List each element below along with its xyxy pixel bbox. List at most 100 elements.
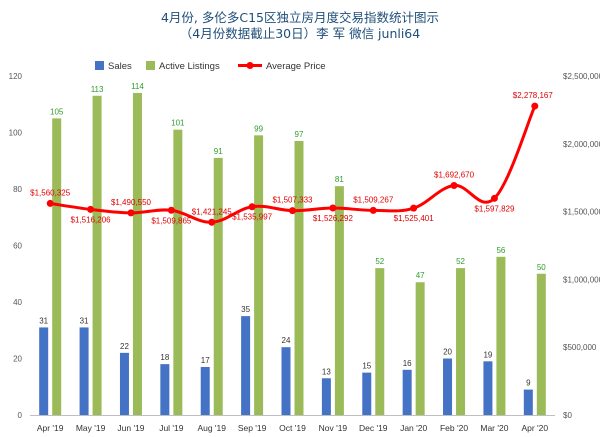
bar-active-listings (415, 282, 425, 415)
data-label-average-price: $1,509,865 (151, 216, 192, 225)
x-axis-tick-label: Mar '20 (480, 423, 508, 433)
bar-sales (402, 369, 412, 415)
data-label-active-listings: 114 (131, 82, 144, 91)
data-label-sales: 19 (483, 350, 492, 359)
x-axis-tick-label: May '19 (76, 423, 106, 433)
bar-sales (79, 327, 89, 415)
bar-sales (119, 352, 129, 415)
bar-active-listings (173, 129, 183, 416)
data-label-average-price: $1,525,401 (394, 214, 435, 223)
bar-active-listings (92, 95, 102, 416)
data-label-sales: 15 (362, 362, 371, 371)
bar-active-listings (334, 186, 344, 415)
average-price-marker (248, 203, 256, 211)
data-label-sales: 18 (160, 353, 169, 362)
data-label-active-listings: 97 (295, 130, 304, 139)
bar-active-listings (496, 256, 506, 415)
data-label-sales: 9 (526, 379, 531, 388)
average-price-marker (87, 205, 95, 213)
x-axis-tick-label: Dec '19 (359, 423, 388, 433)
data-label-active-listings: 50 (537, 263, 546, 272)
data-label-active-listings: 52 (375, 257, 384, 266)
data-label-active-listings: 52 (456, 257, 465, 266)
left-axis: 0 20 40 60 80 100 120 (9, 72, 23, 420)
average-price-marker (531, 102, 539, 110)
data-label-average-price: $1,507,333 (272, 196, 313, 205)
data-label-active-listings: 91 (214, 147, 223, 156)
bar-active-listings (213, 157, 223, 416)
data-label-average-price: $1,692,670 (434, 170, 475, 179)
legend: Sales Active Listings Average Price (95, 61, 326, 72)
bar-active-listings (294, 140, 304, 415)
bar-sales (483, 361, 493, 415)
average-price-marker (167, 206, 175, 214)
x-axis-tick-label: Apr '20 (521, 423, 548, 433)
data-label-sales: 31 (80, 316, 89, 325)
bar-sales (443, 358, 453, 415)
bar-sales (200, 366, 210, 415)
data-label-average-price: $1,421,245 (192, 207, 233, 216)
right-axis-tick-label: $500,000 (563, 343, 597, 352)
right-axis-tick-label: $0 (563, 411, 572, 420)
average-price-marker (450, 181, 458, 189)
data-label-average-price: $1,516,206 (71, 215, 112, 224)
x-axis-tick-label: Oct '19 (279, 423, 306, 433)
data-label-active-listings: 99 (254, 124, 263, 133)
data-label-average-price: $1,560,325 (30, 188, 71, 197)
data-label-active-listings: 47 (416, 271, 425, 280)
data-label-sales: 13 (322, 367, 331, 376)
data-label-sales: 24 (282, 336, 291, 345)
bar-sales (523, 389, 533, 415)
data-label-active-listings: 56 (496, 246, 505, 255)
right-axis: $0 $500,000 $1,000,000 $1,500,000 $2,000,000… (563, 72, 600, 420)
x-axis-tick-label: Aug '19 (197, 423, 226, 433)
right-axis-tick-label: $2,500,000 (563, 72, 600, 81)
data-label-active-listings: 113 (91, 85, 104, 94)
x-axis-tick-label: Jan '20 (400, 423, 427, 433)
bar-active-listings (254, 135, 264, 415)
average-price-marker (410, 204, 418, 212)
bar-active-listings (456, 268, 466, 415)
left-axis-tick-label: 20 (13, 355, 22, 364)
data-label-active-listings: 105 (50, 107, 64, 116)
bar-sales (281, 347, 291, 415)
legend-swatch-sales (95, 61, 104, 70)
x-axis-tick-label: Apr '19 (37, 423, 64, 433)
bar-sales (160, 364, 170, 415)
average-price-marker (490, 194, 498, 202)
bar-active-listings (132, 92, 142, 415)
chart-title-line2: （4月份数据截止30日）李 军 微信 junli64 (180, 26, 420, 41)
left-axis-tick-label: 60 (13, 242, 22, 251)
legend-swatch-active-listings (146, 61, 155, 70)
x-axis-tick-label: Jul '19 (159, 423, 184, 433)
data-label-sales: 17 (201, 356, 210, 365)
x-axis-tick-label: Feb '20 (440, 423, 468, 433)
data-label-average-price: $1,535,997 (232, 213, 273, 222)
data-label-active-listings: 81 (335, 175, 344, 184)
bar-active-listings (375, 268, 385, 415)
data-label-sales: 35 (241, 305, 250, 314)
bar-sales (39, 327, 49, 415)
x-axis-tick-label: Nov '19 (319, 423, 348, 433)
x-axis-tick-label: Jun '19 (117, 423, 144, 433)
bar-active-listings (52, 118, 62, 415)
data-label-sales: 22 (120, 342, 129, 351)
right-axis-tick-label: $2,000,000 (563, 140, 600, 149)
data-label-average-price: $1,490,550 (111, 198, 152, 207)
chart-title-line1: 4月份, 多伦多C15区独立房月度交易指数统计图示 (161, 10, 439, 25)
average-price-series (46, 102, 539, 226)
legend-label-sales: Sales (108, 61, 132, 72)
average-price-marker (127, 209, 135, 217)
data-label-active-listings: 101 (171, 119, 185, 128)
left-axis-tick-label: 120 (9, 72, 23, 81)
data-label-sales: 16 (403, 359, 412, 368)
bar-sales (362, 372, 372, 415)
data-label-average-price: $1,509,267 (353, 195, 394, 204)
legend-label-average-price: Average Price (266, 61, 326, 72)
x-axis-tick-label: Sep '19 (238, 423, 267, 433)
data-label-average-price: $1,597,829 (474, 204, 515, 213)
legend-label-active-listings: Active Listings (159, 61, 220, 72)
left-axis-tick-label: 80 (13, 185, 22, 194)
data-label-average-price: $1,526,292 (313, 214, 354, 223)
right-axis-tick-label: $1,000,000 (563, 275, 600, 284)
